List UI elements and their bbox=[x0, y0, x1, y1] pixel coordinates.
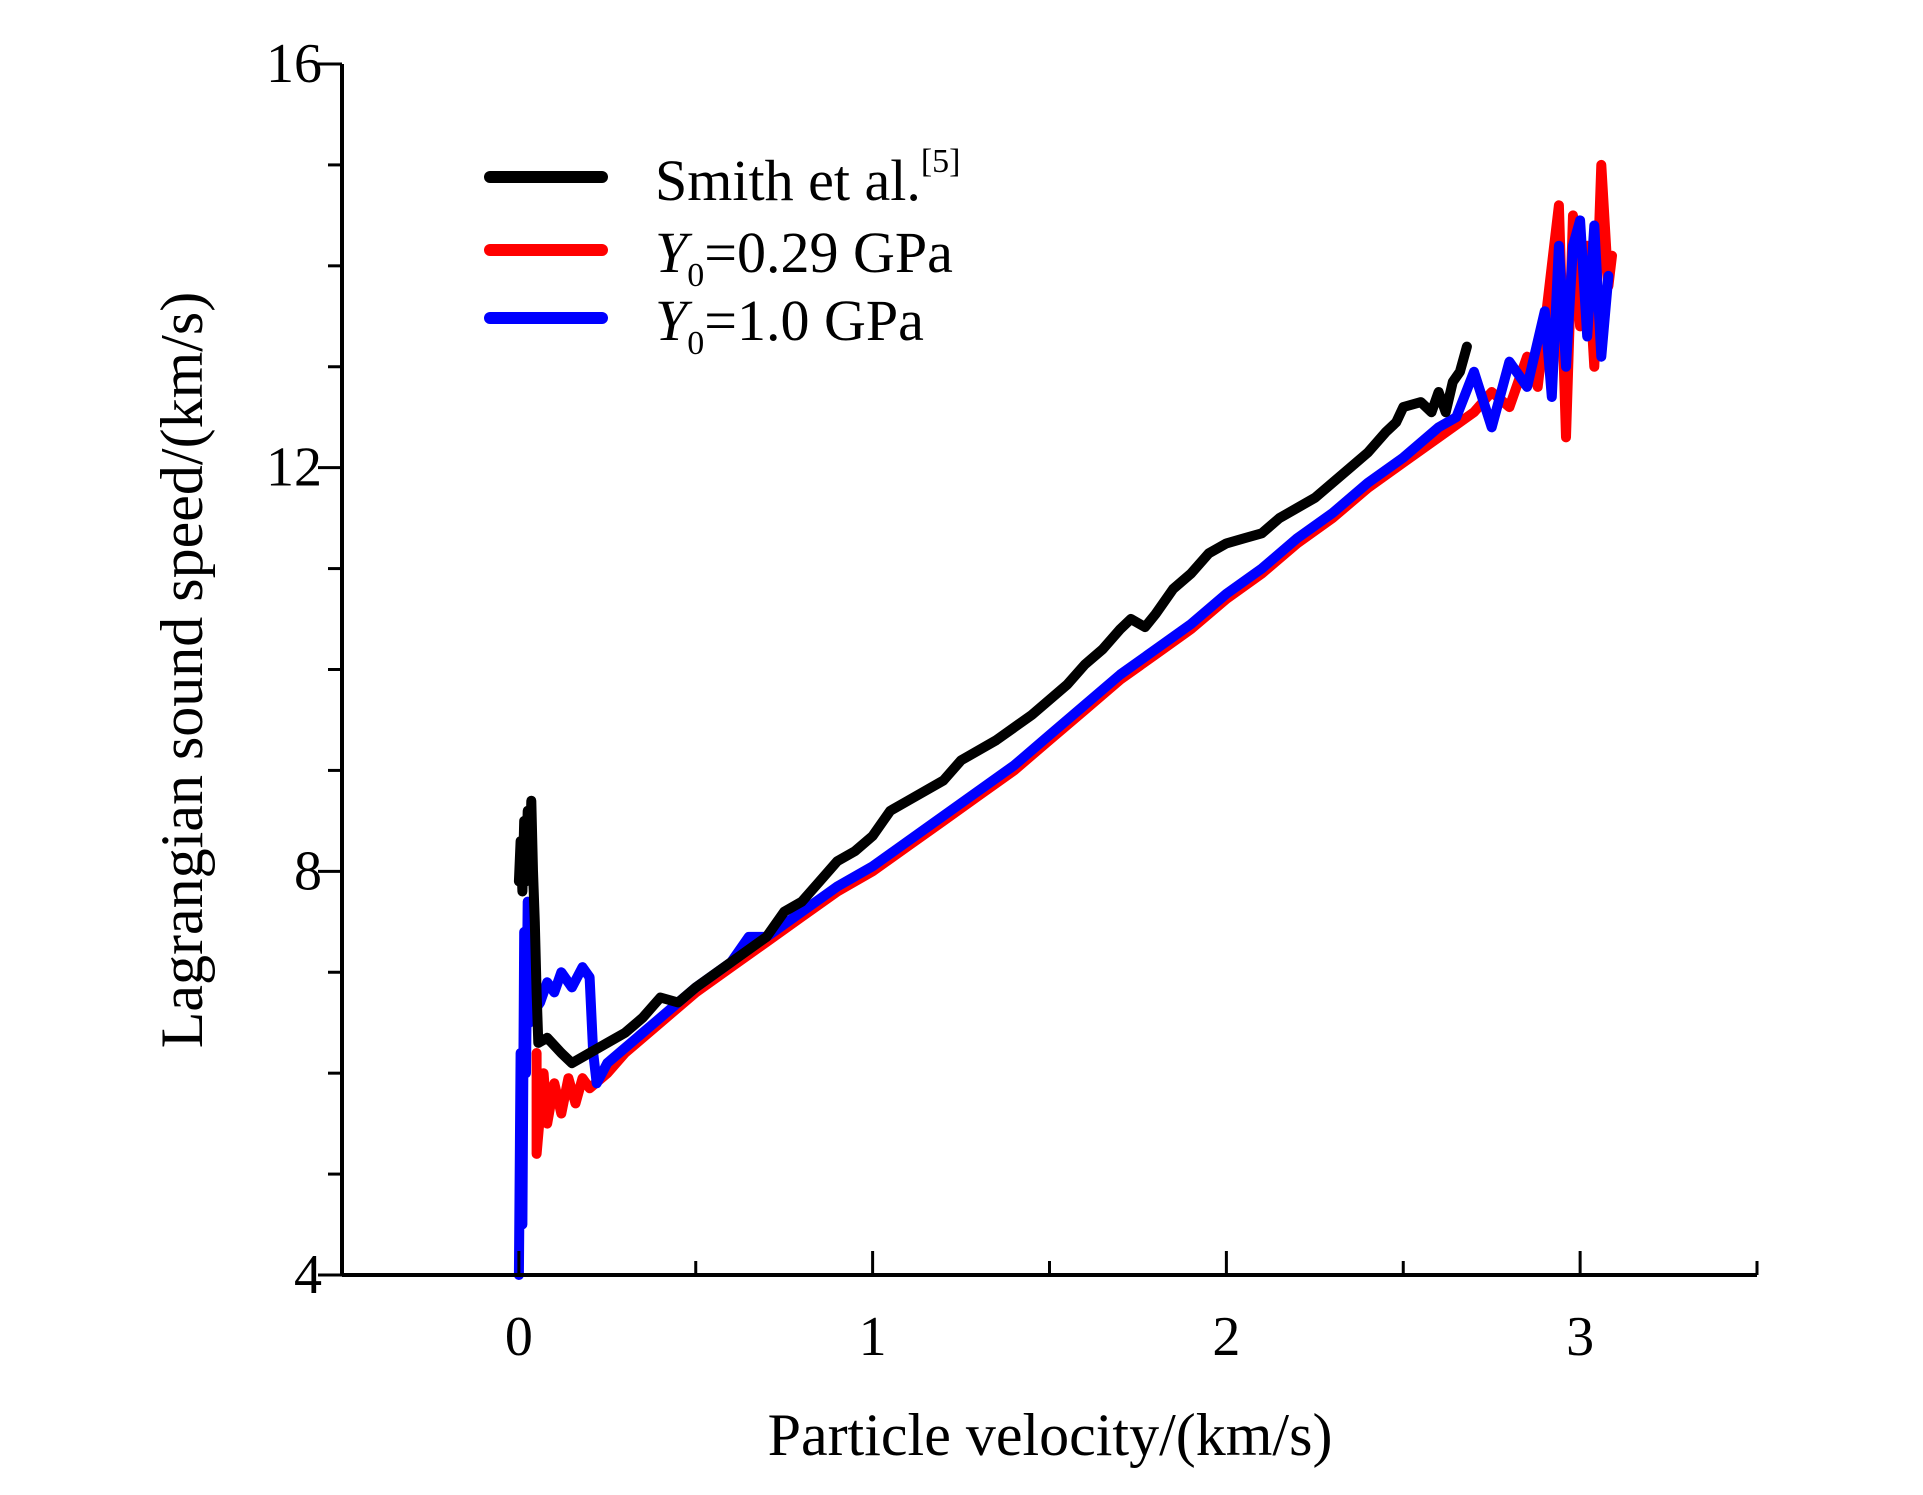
y-tick-label: 4 bbox=[294, 1244, 322, 1306]
legend-label-smith-sup: [5] bbox=[921, 143, 961, 180]
legend-label-y029: Y0=0.29 GPa bbox=[655, 220, 953, 294]
x-tick-label: 1 bbox=[859, 1306, 887, 1368]
legend-label-y10-main: Y bbox=[655, 288, 693, 353]
legend-label-smith: Smith et al.[5] bbox=[655, 143, 960, 213]
legend-label-y029-rest: =0.29 GPa bbox=[704, 220, 953, 285]
y-tick-label: 16 bbox=[266, 33, 322, 95]
y-axis-title: Lagrangian sound speed/(km/s) bbox=[149, 292, 215, 1048]
x-tick-label: 2 bbox=[1212, 1306, 1240, 1368]
x-axis-title: Particle velocity/(km/s) bbox=[768, 1402, 1333, 1468]
series-line-smith bbox=[513, 341, 1472, 1069]
x-tick-label: 0 bbox=[505, 1306, 533, 1368]
y-tick-label: 12 bbox=[266, 437, 322, 499]
series-line-y10 bbox=[513, 215, 1614, 1280]
legend-label-smith-main: Smith et al. bbox=[655, 148, 921, 213]
legend-label-y10: Y0=1.0 GPa bbox=[655, 288, 924, 362]
legend-label-y10-rest: =1.0 GPa bbox=[704, 288, 924, 353]
legend: Smith et al.[5] Y0=0.29 GPa Y0=1.0 GPa bbox=[484, 143, 960, 362]
series-line-y029 bbox=[531, 159, 1617, 1159]
ticks bbox=[318, 62, 1759, 1277]
legend-label-y10-sub: 0 bbox=[687, 325, 704, 362]
y-tick-label: 8 bbox=[294, 840, 322, 902]
x-tick-label: 3 bbox=[1566, 1306, 1594, 1368]
legend-label-y029-sub: 0 bbox=[687, 257, 704, 294]
legend-label-y029-main: Y bbox=[655, 220, 693, 285]
plot-area bbox=[513, 159, 1617, 1280]
